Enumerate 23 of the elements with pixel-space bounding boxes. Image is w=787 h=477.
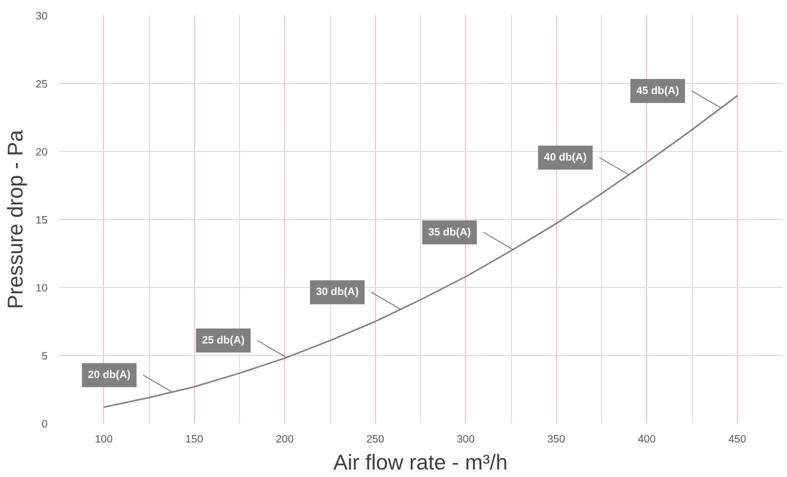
x-tick-label: 350 — [547, 434, 566, 446]
y-tick-label: 10 — [36, 282, 48, 294]
x-tick-label: 250 — [366, 434, 384, 446]
y-tick-label: 20 — [36, 146, 48, 158]
y-tick-label: 0 — [42, 418, 48, 430]
x-tick-label: 400 — [638, 434, 656, 446]
x-tick-label: 150 — [185, 434, 204, 446]
y-axis-title: Pressure drop - Pa — [4, 130, 28, 309]
annotation: 30 db(A) — [316, 286, 360, 298]
annotation: 40 db(A) — [544, 152, 588, 164]
y-tick-label: 15 — [36, 214, 48, 226]
y-tick-label: 5 — [42, 350, 48, 362]
x-tick-label: 300 — [456, 434, 475, 446]
annotation: 25 db(A) — [202, 334, 246, 346]
y-tick-label: 30 — [36, 10, 48, 22]
annotation: 35 db(A) — [428, 226, 472, 238]
x-tick-label: 100 — [94, 434, 113, 446]
x-axis-title: Air flow rate - m³/h — [333, 450, 508, 474]
annotation: 45 db(A) — [636, 84, 680, 97]
x-tick-label: 450 — [728, 434, 746, 446]
y-tick-label: 25 — [36, 78, 48, 90]
x-tick-label: 200 — [276, 434, 294, 446]
annotation: 20 db(A) — [88, 369, 132, 382]
